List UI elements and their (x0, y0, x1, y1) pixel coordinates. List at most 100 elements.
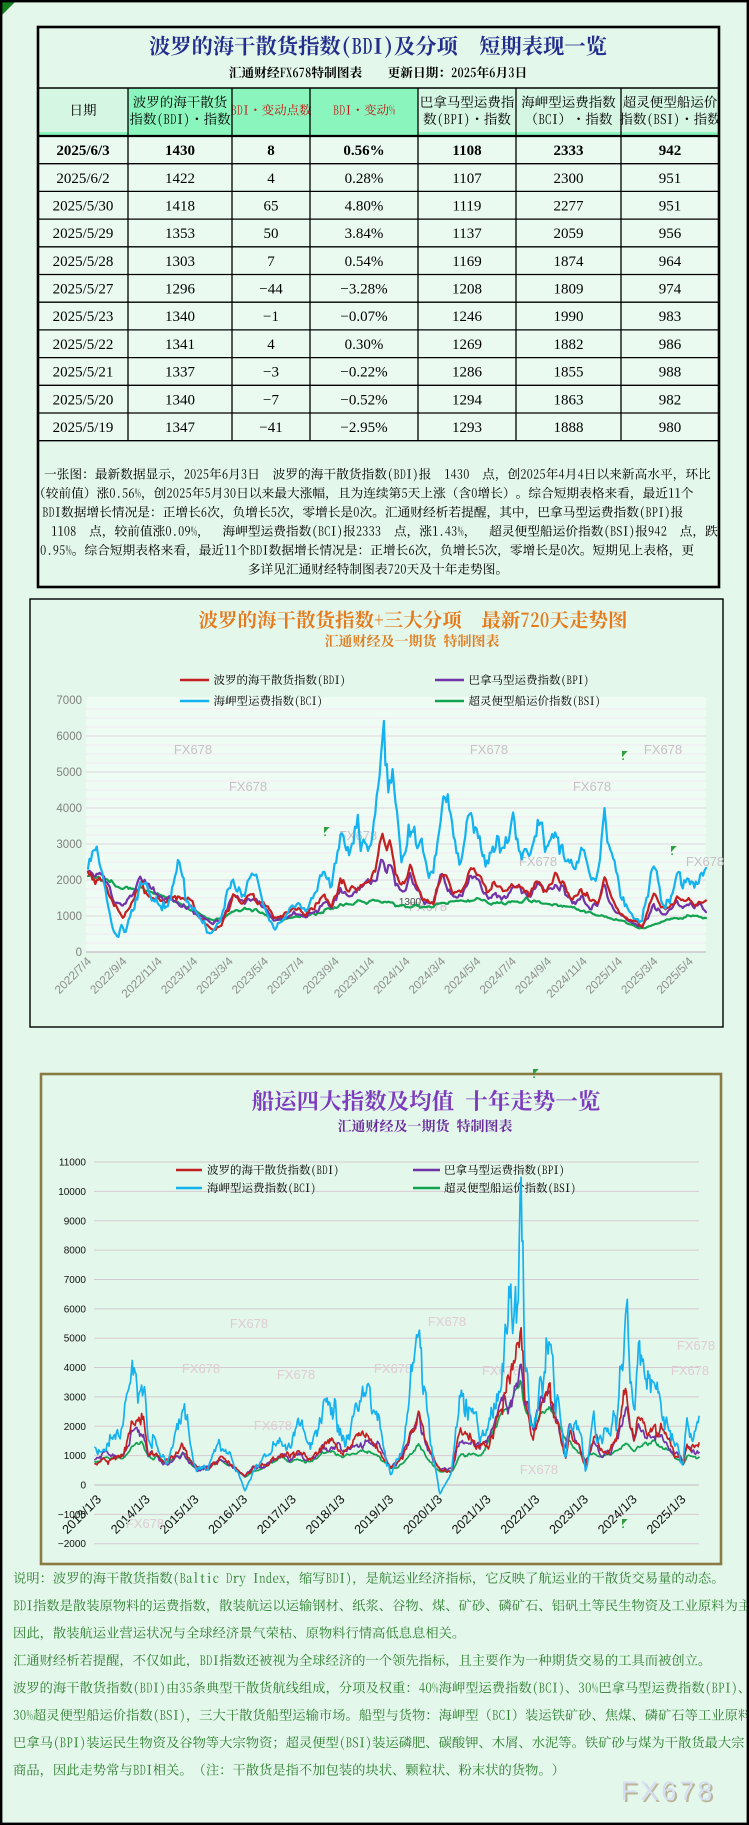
svg-text:4: 4 (267, 337, 275, 353)
svg-text:4000: 4000 (56, 803, 82, 815)
svg-text:1874: 1874 (554, 254, 585, 270)
svg-text:1107: 1107 (452, 171, 482, 187)
svg-text:FX678: FX678 (621, 1776, 716, 1806)
svg-text:1269: 1269 (452, 337, 482, 353)
svg-text:1882: 1882 (554, 337, 584, 353)
svg-text:FX678: FX678 (126, 1516, 164, 1531)
svg-text:−2.95%: −2.95% (340, 420, 387, 436)
svg-text:964: 964 (659, 254, 682, 270)
svg-text:1303: 1303 (165, 254, 195, 270)
svg-text:FX678: FX678 (519, 854, 557, 869)
svg-text:1341: 1341 (165, 337, 195, 353)
svg-text:1990: 1990 (554, 309, 584, 325)
svg-text:2025/6/2: 2025/6/2 (56, 171, 109, 187)
svg-text:10000: 10000 (58, 1187, 86, 1198)
svg-text:0.30%: 0.30% (345, 337, 384, 353)
svg-text:1888: 1888 (554, 420, 584, 436)
svg-text:983: 983 (659, 309, 682, 325)
svg-text:0.54%: 0.54% (345, 254, 384, 270)
svg-text:1863: 1863 (554, 392, 584, 408)
svg-text:1294: 1294 (452, 392, 483, 408)
svg-text:4: 4 (267, 171, 275, 187)
svg-text:FX678: FX678 (229, 779, 267, 794)
svg-text:1337: 1337 (165, 365, 196, 381)
svg-text:2025/5/20: 2025/5/20 (53, 392, 114, 408)
svg-text:FX678: FX678 (182, 1361, 220, 1376)
svg-text:FX678: FX678 (230, 1316, 268, 1331)
svg-text:1296: 1296 (165, 282, 196, 298)
svg-text:2025/5/27: 2025/5/27 (53, 282, 114, 298)
svg-text:FX678: FX678 (686, 854, 724, 869)
svg-text:1418: 1418 (165, 198, 195, 214)
svg-text:65: 65 (264, 198, 279, 214)
svg-text:1300: 1300 (399, 897, 422, 908)
svg-text:5000: 5000 (64, 1334, 87, 1345)
svg-text:2025/5/21: 2025/5/21 (53, 365, 114, 381)
svg-text:FX678: FX678 (174, 742, 212, 757)
svg-text:3000: 3000 (56, 839, 82, 851)
svg-text:9000: 9000 (64, 1216, 87, 1227)
svg-text:8000: 8000 (64, 1246, 87, 1257)
svg-text:1286: 1286 (452, 365, 483, 381)
svg-text:−2000: −2000 (58, 1539, 87, 1550)
svg-text:1000: 1000 (64, 1451, 87, 1462)
svg-text:982: 982 (659, 392, 682, 408)
svg-text:FX678: FX678 (254, 1418, 292, 1433)
svg-text:1108: 1108 (452, 143, 481, 159)
svg-text:−1: −1 (263, 309, 279, 325)
svg-text:3.84%: 3.84% (345, 226, 384, 242)
svg-text:50: 50 (264, 226, 279, 242)
svg-text:7000: 7000 (64, 1275, 87, 1286)
svg-text:6000: 6000 (64, 1304, 87, 1315)
svg-text:956: 956 (659, 226, 682, 242)
svg-text:4.80%: 4.80% (345, 198, 384, 214)
svg-text:1340: 1340 (165, 309, 195, 325)
svg-text:1119: 1119 (453, 198, 482, 214)
svg-text:1422: 1422 (165, 171, 195, 187)
svg-text:−0.22%: −0.22% (340, 365, 387, 381)
svg-text:0.56%: 0.56% (343, 143, 384, 159)
svg-text:−0.52%: −0.52% (340, 392, 387, 408)
svg-text:1000: 1000 (56, 911, 82, 923)
svg-text:974: 974 (659, 282, 682, 298)
svg-text:2025/5/23: 2025/5/23 (53, 309, 114, 325)
svg-text:FX678: FX678 (374, 1361, 412, 1376)
svg-text:2277: 2277 (554, 198, 585, 214)
svg-text:2025/5/29: 2025/5/29 (53, 226, 114, 242)
svg-text:FX678: FX678 (623, 1778, 718, 1808)
svg-text:FX678: FX678 (573, 779, 611, 794)
svg-text:7000: 7000 (56, 695, 82, 707)
svg-text:2300: 2300 (554, 171, 584, 187)
svg-text:1430: 1430 (165, 143, 195, 159)
svg-text:1340: 1340 (165, 392, 195, 408)
svg-text:FX678: FX678 (677, 1338, 715, 1353)
svg-text:FX678: FX678 (520, 1462, 558, 1477)
svg-text:1208: 1208 (452, 282, 482, 298)
svg-text:2333: 2333 (554, 143, 584, 159)
svg-text:−44: −44 (259, 282, 283, 298)
svg-text:FX678: FX678 (671, 1363, 709, 1378)
svg-text:1137: 1137 (452, 226, 482, 242)
svg-text:2025/5/22: 2025/5/22 (53, 337, 114, 353)
svg-text:1169: 1169 (452, 254, 481, 270)
svg-text:1246: 1246 (452, 309, 483, 325)
svg-text:1353: 1353 (165, 226, 195, 242)
svg-text:1855: 1855 (554, 365, 584, 381)
svg-text:−3: −3 (263, 365, 279, 381)
svg-text:FX678: FX678 (644, 742, 682, 757)
svg-text:0: 0 (76, 947, 82, 959)
svg-text:FX678: FX678 (470, 742, 508, 757)
svg-text:FX678: FX678 (428, 1314, 466, 1329)
svg-text:−1000: −1000 (58, 1510, 87, 1521)
svg-text:2025/5/28: 2025/5/28 (53, 254, 114, 270)
svg-text:2025/5/30: 2025/5/30 (53, 198, 114, 214)
svg-text:951: 951 (659, 171, 682, 187)
svg-text:988: 988 (659, 365, 682, 381)
svg-text:FX678: FX678 (482, 1363, 520, 1378)
svg-text:FX678: FX678 (277, 1367, 315, 1382)
svg-text:5000: 5000 (56, 767, 82, 779)
svg-text:−3.28%: −3.28% (340, 282, 387, 298)
svg-text:7: 7 (267, 254, 275, 270)
svg-text:2000: 2000 (56, 875, 82, 887)
svg-text:4000: 4000 (64, 1363, 87, 1374)
